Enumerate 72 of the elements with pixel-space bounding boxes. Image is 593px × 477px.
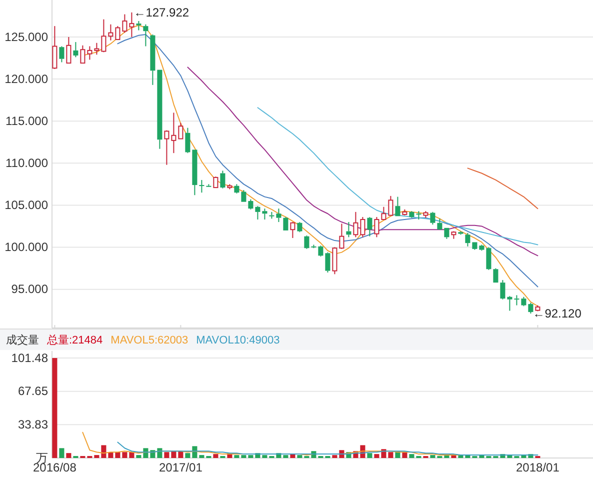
- candlestick: [199, 179, 204, 194]
- bar: [388, 452, 394, 458]
- line-series: [117, 34, 538, 288]
- bar: [178, 451, 184, 458]
- line-series: [117, 442, 538, 456]
- series-label: 总量:21484: [46, 334, 103, 346]
- bar: [199, 455, 204, 458]
- y-tick-label: 125.000: [4, 30, 48, 44]
- y-tick-label: 115.000: [6, 114, 48, 128]
- bar: [283, 455, 288, 458]
- candlestick: [171, 112, 176, 154]
- bar: [94, 455, 100, 458]
- bar: [409, 454, 414, 458]
- bar: [430, 455, 436, 458]
- bar: [332, 455, 338, 458]
- annotation: ←92.120: [532, 306, 582, 321]
- candlestick: [220, 170, 226, 189]
- y-tick-label: 33.83: [18, 418, 48, 432]
- line-series: [467, 168, 538, 210]
- bar: [248, 455, 254, 458]
- line-series: [187, 66, 538, 256]
- candlestick: [367, 216, 372, 237]
- candlestick: [318, 245, 324, 258]
- bar: [367, 453, 372, 458]
- candlestick: [262, 208, 268, 220]
- candlestick: [108, 24, 114, 41]
- bar: [122, 452, 128, 458]
- candlestick: [129, 12, 134, 38]
- bar: [234, 455, 240, 458]
- text: MAVOL10:49003: [196, 334, 280, 346]
- bar: [213, 454, 218, 458]
- candlestick: [507, 296, 512, 312]
- bar: [59, 448, 64, 458]
- bar: [185, 453, 190, 458]
- x-tick-label: 2018/01: [516, 460, 560, 475]
- candlestick: [255, 206, 260, 220]
- bar: [402, 452, 408, 458]
- bar: [129, 452, 134, 458]
- candlestick: [409, 210, 414, 218]
- bar: [115, 452, 120, 458]
- y-tick-label: 万: [36, 450, 48, 465]
- bar: [164, 452, 170, 458]
- bar: [136, 455, 142, 458]
- bar: [52, 358, 58, 458]
- candlestick: [304, 234, 310, 250]
- bar: [171, 451, 176, 458]
- candlestick: [185, 127, 190, 154]
- bar: [374, 454, 380, 458]
- bar: [297, 455, 302, 458]
- y-tick-label: 120.000: [4, 72, 48, 86]
- annotation: ←127.922: [134, 5, 190, 20]
- line-series: [257, 107, 538, 246]
- bar: [157, 448, 162, 458]
- candlestick: [416, 210, 422, 220]
- y-tick-label: 105.000: [4, 198, 48, 212]
- y-tick-label: 67.65: [18, 384, 48, 398]
- bar: [262, 455, 268, 458]
- text: MAVOL5:62003: [110, 334, 188, 346]
- candlestick: [514, 294, 520, 306]
- candlestick: [276, 208, 282, 223]
- bar: [66, 453, 72, 458]
- candlestick: [234, 184, 240, 194]
- x-tick-label: 2017/01: [159, 460, 203, 475]
- bar: [101, 445, 106, 458]
- y-tick-label: 101.48: [11, 350, 48, 365]
- candlestick: [150, 34, 156, 86]
- bar: [241, 455, 246, 458]
- candlestick: [500, 280, 506, 300]
- chart-title: 成交量: [6, 334, 39, 346]
- y-tick-label: 110.000: [6, 156, 48, 170]
- y-tick-label: 100.000: [4, 240, 48, 254]
- y-tick-label: 95.000: [11, 282, 48, 296]
